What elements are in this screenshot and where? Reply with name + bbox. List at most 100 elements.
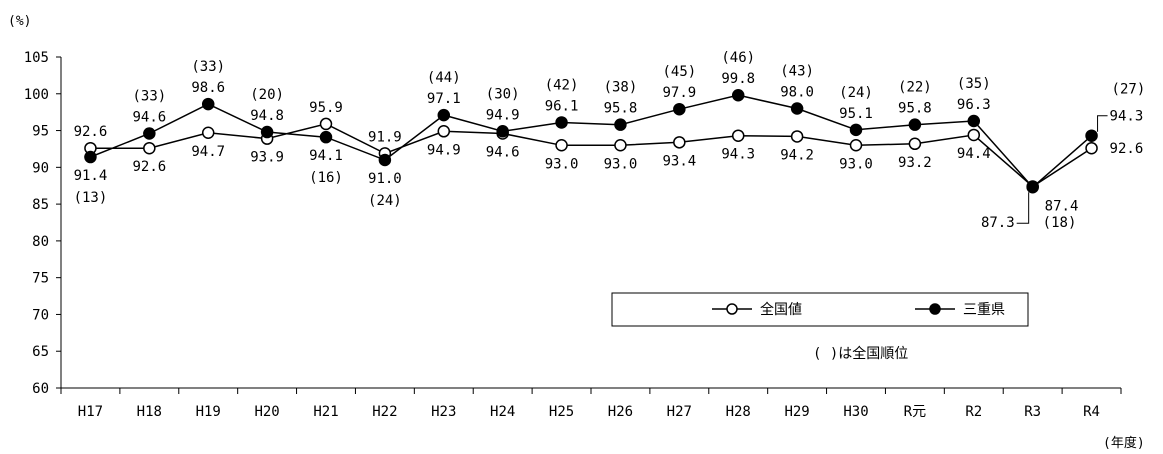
y-tick-label: 65 <box>32 344 49 360</box>
y-tick-label: 85 <box>32 197 49 213</box>
marker-national <box>555 139 568 152</box>
x-tick-label: R元 <box>904 404 926 420</box>
rank-label: (22) <box>898 80 932 96</box>
marker-national <box>967 128 981 142</box>
value-label-national: 93.4 <box>662 153 696 169</box>
marker-national <box>673 136 686 149</box>
value-label-national: 94.6 <box>486 144 520 160</box>
marker-mie <box>1026 180 1039 194</box>
value-label-national: 87.4 <box>1045 198 1079 214</box>
legend-marker-national <box>726 303 738 315</box>
rank-label: (33) <box>132 88 166 104</box>
marker-national <box>201 126 215 140</box>
marker-national <box>437 125 451 138</box>
x-tick-label: H18 <box>137 404 162 420</box>
legend-label-national: 全国値 <box>760 301 802 318</box>
rank-label: (18) <box>1043 215 1077 231</box>
value-label-mie: 98.0 <box>780 84 814 100</box>
value-label-mie: 94.6 <box>132 109 166 125</box>
y-axis-unit: (%) <box>8 14 31 29</box>
rank-label: (24) <box>368 193 402 209</box>
x-tick-label: H27 <box>667 404 692 420</box>
value-label-national: 92.6 <box>132 159 166 175</box>
x-axis-unit: (年度) <box>1103 435 1145 451</box>
legend-marker-mie <box>929 303 941 315</box>
marker-mie <box>614 118 627 131</box>
legend: 全国値 三重県 <box>611 292 1029 327</box>
value-label-mie: 96.3 <box>957 97 991 113</box>
x-tick-label: H26 <box>608 404 633 420</box>
value-label-national: 93.2 <box>898 155 932 171</box>
rank-label: (46) <box>721 50 755 66</box>
value-label-national: 91.9 <box>368 129 402 145</box>
value-label-national: 94.4 <box>957 146 991 162</box>
value-label-national: 93.0 <box>839 156 873 172</box>
marker-mie <box>378 153 392 167</box>
value-label-mie: 94.8 <box>250 108 284 124</box>
value-label-mie: 91.4 <box>74 168 108 184</box>
rank-label: (27) <box>1112 82 1146 98</box>
marker-national <box>319 117 333 131</box>
x-ticks: H17 H18 H19 H20 H21 H22 H23 H24 H25 H26 H27 H28 H29 H… <box>60 388 1122 420</box>
leader-line <box>1016 192 1030 224</box>
value-label-mie: 87.3 <box>981 215 1015 231</box>
x-tick-label: H30 <box>843 404 868 420</box>
y-ticks: 60 65 70 75 80 85 90 95 100 105 <box>24 50 61 397</box>
value-label-national: 93.0 <box>604 156 638 172</box>
legend-label-mie: 三重県 <box>963 302 1005 318</box>
value-label-national: 93.0 <box>545 156 579 172</box>
x-tick-label: H23 <box>431 404 456 420</box>
x-tick-label: H17 <box>78 404 103 420</box>
rank-label: (16) <box>309 170 343 186</box>
rank-label: (20) <box>250 87 284 103</box>
x-tick-label: H21 <box>313 404 338 420</box>
markers <box>84 88 1098 194</box>
marker-national <box>614 139 627 152</box>
x-tick-label: H19 <box>196 404 221 420</box>
rank-label: (45) <box>662 64 696 80</box>
rank-label: (33) <box>191 59 225 75</box>
value-label-national: 92.6 <box>74 124 108 140</box>
x-tick-label: H22 <box>372 404 397 420</box>
marker-mie <box>555 116 568 129</box>
value-label-mie: 95.1 <box>839 106 873 122</box>
series-lines <box>90 94 1093 189</box>
value-label-mie: 95.8 <box>898 101 932 117</box>
marker-mie <box>84 150 97 164</box>
rank-label: (24) <box>839 85 873 101</box>
value-label-national: 95.9 <box>309 100 343 116</box>
value-label-national: 94.2 <box>780 147 814 163</box>
y-tick-label: 100 <box>24 87 49 103</box>
marker-national <box>731 129 745 142</box>
y-tick-label: 70 <box>32 307 49 323</box>
value-label-mie: 96.1 <box>545 98 579 114</box>
rank-label: (38) <box>604 80 638 96</box>
rank-label: (43) <box>780 63 814 79</box>
series-line-mie <box>90 94 1093 189</box>
legend-note: ( )は全国順位 <box>813 345 908 362</box>
marker-mie <box>967 114 981 128</box>
rank-label: (13) <box>74 190 108 206</box>
marker-mie <box>496 125 509 138</box>
value-label-mie: 91.0 <box>368 171 402 187</box>
marker-mie <box>908 118 922 131</box>
marker-mie <box>673 102 686 116</box>
legend-box <box>611 292 1029 327</box>
x-tick-label: H29 <box>784 404 809 420</box>
marker-mie <box>143 127 156 140</box>
y-tick-label: 80 <box>32 234 49 250</box>
value-label-mie: 95.8 <box>604 101 638 117</box>
marker-national <box>908 137 922 151</box>
marker-mie <box>849 123 863 137</box>
x-tick-label: H20 <box>254 404 279 420</box>
value-label-mie: 94.3 <box>1110 109 1144 125</box>
value-label-mie: 97.1 <box>427 91 461 107</box>
y-tick-label: 90 <box>32 160 49 176</box>
marker-mie <box>1085 129 1098 142</box>
x-tick-label: H28 <box>726 404 751 420</box>
value-label-national: 94.9 <box>427 142 461 158</box>
marker-mie <box>790 102 804 115</box>
marker-mie <box>260 125 274 139</box>
y-tick-label: 75 <box>32 271 49 287</box>
